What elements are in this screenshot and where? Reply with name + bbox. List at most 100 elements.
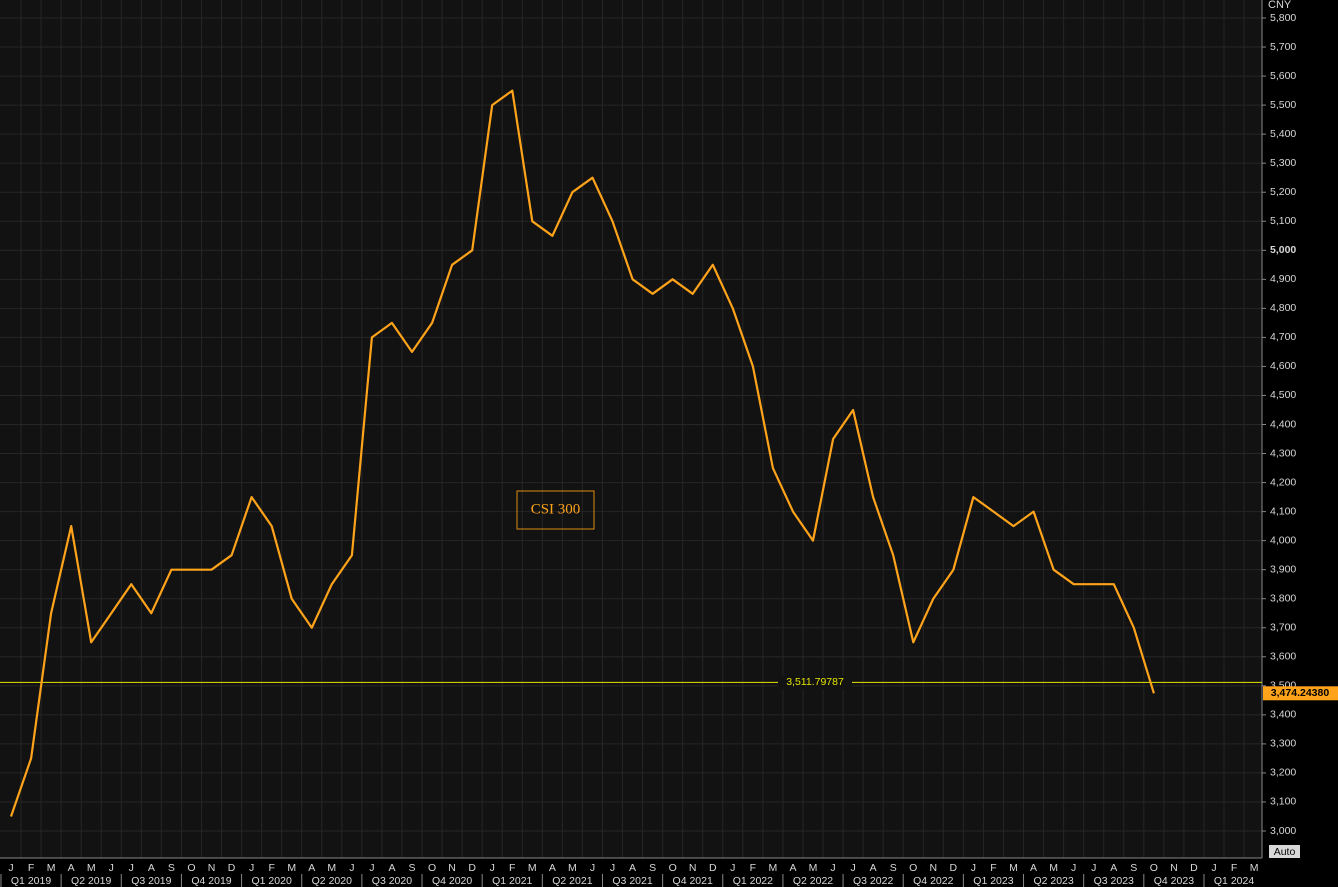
- x-tick-label: J: [109, 862, 114, 874]
- x-tick-label: J: [730, 862, 735, 874]
- reference-label-bg: [778, 675, 852, 690]
- quarter-label: Q1 2020: [252, 875, 292, 887]
- x-tick-label: S: [1130, 862, 1137, 874]
- x-tick-label: A: [549, 862, 556, 874]
- x-tick-label: F: [990, 862, 996, 874]
- x-tick-label: M: [1250, 862, 1259, 874]
- y-tick-label: 3,900: [1270, 563, 1296, 575]
- x-tick-label: D: [1190, 862, 1198, 874]
- y-tick-label: 5,200: [1270, 186, 1296, 198]
- x-tick-label: A: [148, 862, 155, 874]
- x-tick-label: J: [850, 862, 855, 874]
- x-tick-label: J: [8, 862, 13, 874]
- reference-label: 3,511.79787: [786, 676, 844, 688]
- quarter-label: Q3 2019: [131, 875, 171, 887]
- quarter-label: Q4 2022: [913, 875, 953, 887]
- x-tick-label: A: [870, 862, 877, 874]
- x-tick-label: N: [448, 862, 456, 874]
- x-tick-label: J: [971, 862, 976, 874]
- x-tick-label: J: [129, 862, 134, 874]
- y-tick-label: 5,300: [1270, 157, 1296, 169]
- price-line: [9, 89, 1155, 817]
- x-tick-label: F: [750, 862, 756, 874]
- quarter-label: Q1 2019: [11, 875, 51, 887]
- x-tick-label: J: [1211, 862, 1216, 874]
- x-tick-label: D: [709, 862, 717, 874]
- y-tick-label: 4,600: [1270, 360, 1296, 372]
- x-tick-label: A: [629, 862, 636, 874]
- plot-area: [0, 0, 1262, 858]
- x-tick-label: N: [689, 862, 697, 874]
- x-tick-label: M: [809, 862, 818, 874]
- quarter-label: Q4 2023: [1154, 875, 1194, 887]
- x-tick-label: M: [528, 862, 537, 874]
- quarter-label: Q1 2021: [492, 875, 532, 887]
- x-tick-label: M: [327, 862, 336, 874]
- x-tick-label: F: [28, 862, 34, 874]
- x-tick-label: J: [1091, 862, 1096, 874]
- quarter-label: Q3 2023: [1094, 875, 1134, 887]
- y-tick-label: 5,000: [1270, 244, 1296, 256]
- y-tick-label: 4,000: [1270, 534, 1296, 546]
- x-tick-label: J: [490, 862, 495, 874]
- y-tick-label: 3,300: [1270, 738, 1296, 750]
- y-tick-label: 4,900: [1270, 273, 1296, 285]
- x-tick-label: O: [909, 862, 917, 874]
- x-tick-label: J: [349, 862, 354, 874]
- y-tick-label: 5,600: [1270, 70, 1296, 82]
- y-tick-label: 4,800: [1270, 302, 1296, 314]
- x-tick-label: M: [769, 862, 778, 874]
- quarter-label: Q1 2023: [973, 875, 1013, 887]
- quarter-label: Q1 2024: [1214, 875, 1254, 887]
- chart-title: CSI 300: [531, 501, 581, 517]
- x-tick-label: F: [1231, 862, 1237, 874]
- x-tick-label: M: [287, 862, 296, 874]
- x-tick-label: J: [1071, 862, 1076, 874]
- y-tick-label: 4,100: [1270, 505, 1296, 517]
- y-tick-label: 3,800: [1270, 592, 1296, 604]
- y-tick-label: 3,000: [1270, 825, 1296, 837]
- y-tick-label: 4,700: [1270, 331, 1296, 343]
- x-tick-label: M: [568, 862, 577, 874]
- x-tick-label: J: [249, 862, 254, 874]
- x-tick-label: M: [1049, 862, 1058, 874]
- quarter-label: Q4 2020: [432, 875, 472, 887]
- auto-button[interactable]: [1269, 845, 1300, 858]
- x-tick-label: M: [87, 862, 96, 874]
- y-tick-label: 4,300: [1270, 447, 1296, 459]
- x-tick-label: O: [669, 862, 677, 874]
- quarter-label: Q2 2021: [552, 875, 592, 887]
- x-tick-label: A: [1110, 862, 1117, 874]
- y-tick-label: 4,400: [1270, 418, 1296, 430]
- quarter-label: Q3 2021: [612, 875, 652, 887]
- y-tick-label: 5,100: [1270, 215, 1296, 227]
- y-tick-label: 4,200: [1270, 476, 1296, 488]
- x-tick-label: A: [789, 862, 796, 874]
- x-tick-label: A: [308, 862, 315, 874]
- x-tick-label: D: [228, 862, 236, 874]
- quarter-label: Q4 2019: [191, 875, 231, 887]
- x-tick-label: M: [47, 862, 56, 874]
- x-tick-label: F: [268, 862, 274, 874]
- quarter-label: Q4 2021: [673, 875, 713, 887]
- x-tick-label: N: [208, 862, 216, 874]
- y-tick-label: 3,600: [1270, 651, 1296, 663]
- y-tick-label: 5,800: [1270, 12, 1296, 24]
- y-tick-label: 3,100: [1270, 796, 1296, 808]
- quarter-label: Q1 2022: [733, 875, 773, 887]
- x-tick-label: M: [1009, 862, 1018, 874]
- x-tick-label: O: [428, 862, 436, 874]
- quarter-label: Q2 2020: [312, 875, 352, 887]
- quarter-label: Q2 2022: [793, 875, 833, 887]
- quarter-label: Q2 2019: [71, 875, 111, 887]
- x-tick-label: F: [509, 862, 515, 874]
- auto-button-label[interactable]: Auto: [1274, 846, 1296, 858]
- x-tick-label: A: [68, 862, 75, 874]
- y-tick-label: 3,700: [1270, 622, 1296, 634]
- y-tick-label: 5,700: [1270, 41, 1296, 53]
- y-tick-label: 3,200: [1270, 767, 1296, 779]
- y-tick-label: 3,400: [1270, 709, 1296, 721]
- x-tick-label: A: [388, 862, 395, 874]
- x-tick-label: N: [1170, 862, 1178, 874]
